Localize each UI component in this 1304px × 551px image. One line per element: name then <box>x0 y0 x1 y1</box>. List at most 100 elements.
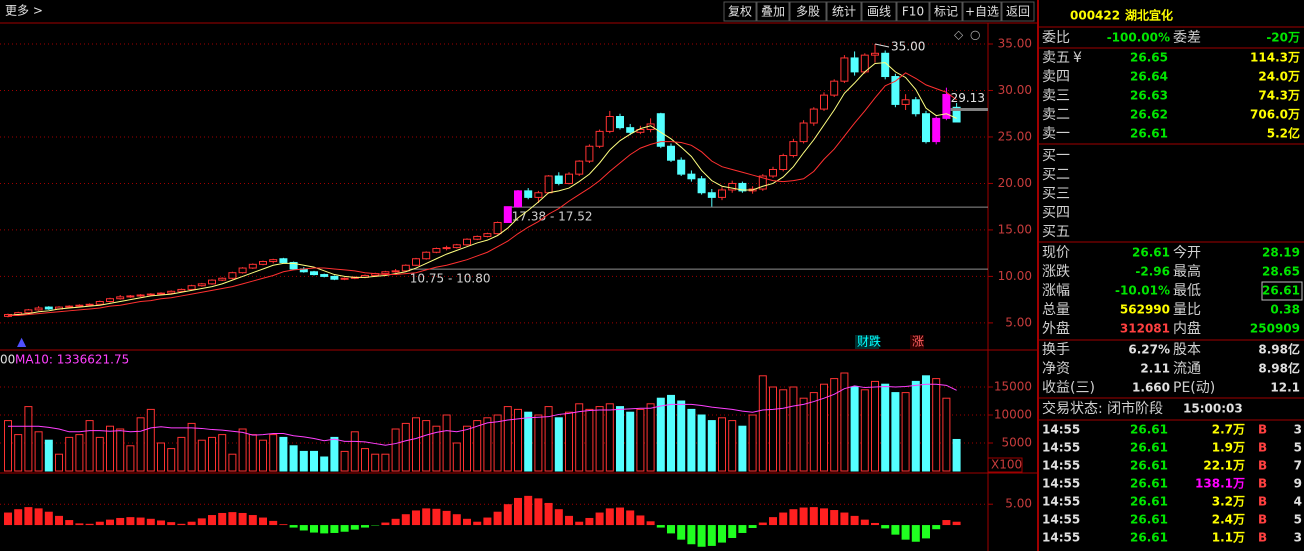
volume-bar <box>820 383 828 472</box>
quote-text: 卖二 <box>1042 107 1070 123</box>
toolbar-label[interactable]: +自选 <box>965 5 999 19</box>
quote-text: 总量 <box>1042 302 1070 318</box>
macd-bar <box>442 510 451 526</box>
candle-body <box>891 76 900 105</box>
volume-bar <box>891 392 900 472</box>
volume-bar <box>728 420 737 472</box>
macd-bar <box>932 525 941 530</box>
macd-bar <box>65 520 74 526</box>
toolbar-button[interactable] <box>789 1 827 22</box>
candle-body <box>942 93 951 119</box>
y-tick-label: 5.00 <box>1005 497 1032 511</box>
quote-text: 5 <box>1294 441 1302 455</box>
volume-bar <box>687 408 696 472</box>
candle-body <box>707 192 716 198</box>
macd-bar <box>126 517 135 526</box>
toolbar-label[interactable]: 返回 <box>1006 5 1030 19</box>
candle-body <box>779 155 788 170</box>
candle-body <box>330 275 339 280</box>
toolbar-button[interactable] <box>861 1 897 22</box>
toolbar-label[interactable]: 叠加 <box>761 5 785 19</box>
volume-bar <box>187 422 196 472</box>
macd-bar <box>493 511 502 526</box>
candle-body <box>595 130 604 147</box>
y-tick-label: 10000 <box>994 408 1032 422</box>
candle-body <box>911 99 920 115</box>
annotation: 29.13 <box>951 91 985 105</box>
toolbar-label[interactable]: 统计 <box>832 5 856 19</box>
quote-text: 委差 <box>1173 30 1201 46</box>
volume-bar <box>34 431 43 472</box>
toolbar-label[interactable]: F10 <box>902 5 924 19</box>
badge <box>910 335 924 349</box>
candle-body <box>626 127 635 133</box>
quote-text: 股本 <box>1173 342 1201 358</box>
quote-text: 卖四 <box>1042 69 1070 85</box>
volume-bar <box>473 420 482 472</box>
macd-bar <box>554 509 563 526</box>
quote-text: 26.61 <box>1130 477 1168 491</box>
toolbar-button[interactable] <box>896 1 930 22</box>
candle-body <box>901 99 910 105</box>
icon[interactable]: ◇ <box>954 28 964 42</box>
macd-bar <box>748 525 757 528</box>
quote-text: 卖一 <box>1042 126 1070 142</box>
y-tick-label: 30.00 <box>998 83 1032 97</box>
macd-bar <box>952 521 961 526</box>
quote-text: 量比 <box>1173 302 1201 318</box>
toolbar-button[interactable] <box>962 1 1002 22</box>
quote-text: 26.61 <box>1132 246 1170 260</box>
badge <box>855 335 879 349</box>
toolbar-button[interactable] <box>756 1 790 22</box>
quote-text: 138.1万 <box>1195 477 1245 491</box>
candle-body <box>565 173 573 184</box>
y-tick-label: 15000 <box>994 380 1032 394</box>
candle-body <box>809 108 818 124</box>
highlight-box <box>1261 281 1303 301</box>
quote-text: 14:55 <box>1042 513 1080 527</box>
quote-text: -10.01% <box>1115 284 1170 298</box>
icon[interactable]: ○ <box>970 28 980 42</box>
volume-bar <box>55 453 63 472</box>
toolbar-label[interactable]: 多股 <box>796 5 820 19</box>
toolbar-label[interactable]: 标记 <box>934 5 958 19</box>
candle-body <box>238 267 247 274</box>
volume-bar <box>75 434 84 472</box>
volume-bar <box>259 439 267 472</box>
volume-bar <box>544 406 553 472</box>
macd-bar <box>95 521 104 526</box>
macd-bar <box>146 518 155 526</box>
volume-bar <box>677 400 686 472</box>
quote-text: 外盘 <box>1042 320 1070 337</box>
candle-body <box>952 106 961 123</box>
candle-body <box>605 116 614 132</box>
quote-text: 250909 <box>1250 322 1300 336</box>
volume-bar <box>330 436 339 472</box>
toolbar-button[interactable] <box>723 1 757 22</box>
toolbar-button[interactable] <box>1001 1 1035 22</box>
volume-bar <box>922 375 930 472</box>
quote-text: 26.61 <box>1130 531 1168 545</box>
more-button[interactable]: 更多 > <box>5 4 43 18</box>
quote-text: B <box>1258 531 1267 545</box>
macd-bar <box>820 508 828 526</box>
macd-bar <box>626 510 635 526</box>
quote-text: PE(动) <box>1173 380 1215 396</box>
macd-bar <box>422 508 431 526</box>
quote-text: 26.64 <box>1130 70 1168 84</box>
candle-body <box>320 274 329 277</box>
volume-bar <box>871 380 879 472</box>
toolbar-button[interactable] <box>929 1 963 22</box>
toolbar-label[interactable]: 复权 <box>728 5 752 19</box>
candle-body <box>401 264 410 272</box>
macd-bar <box>136 517 145 526</box>
toolbar-label[interactable]: 画线 <box>867 5 891 19</box>
quote-text: 8.98亿 <box>1258 342 1300 357</box>
macd-bar <box>707 525 716 546</box>
candle-body <box>524 190 533 198</box>
toolbar-button[interactable] <box>826 1 862 22</box>
volume-bar <box>769 386 777 472</box>
quote-text: B <box>1258 495 1267 509</box>
candle-body <box>208 279 216 285</box>
